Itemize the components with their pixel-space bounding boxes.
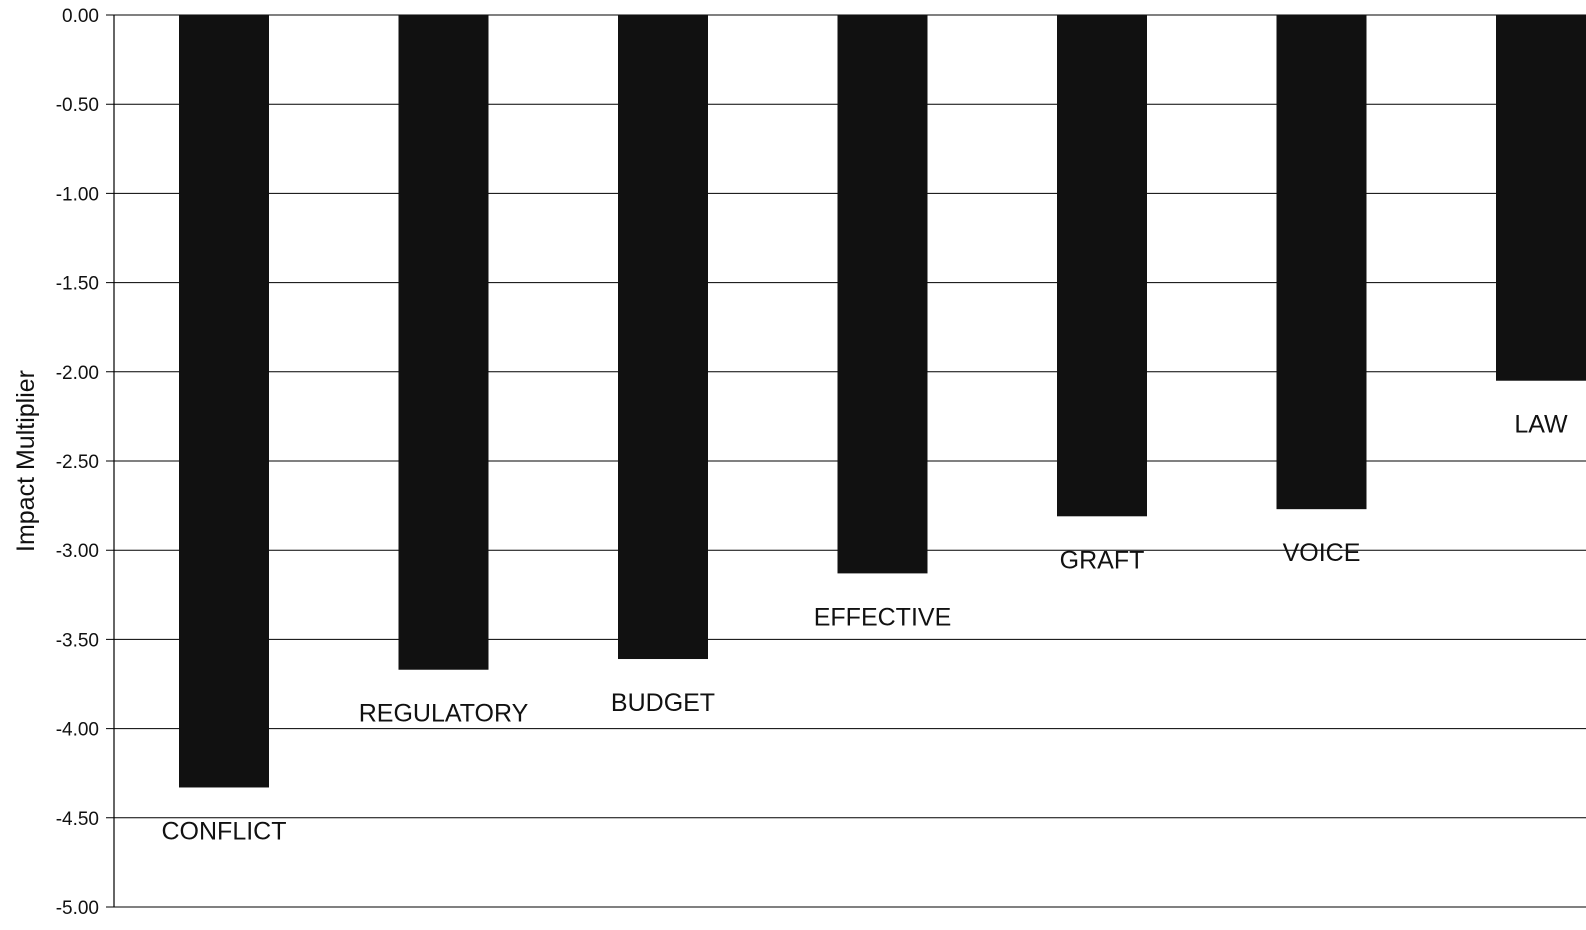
y-tick-label: -4.50	[56, 809, 99, 830]
category-label: LAW	[1514, 411, 1568, 439]
y-tick-label: -2.00	[56, 363, 99, 384]
y-tick-labels: 0.00 -0.50 -1.00 -1.50 -2.00 -2.50 -3.00 -3.50 -…	[56, 6, 99, 919]
category-label: VOICE	[1283, 539, 1361, 567]
y-axis-title: Impact Multiplier	[12, 370, 40, 552]
y-tick-label: -5.00	[56, 898, 99, 919]
bar-voice	[1276, 15, 1367, 510]
category-label: BUDGET	[611, 689, 715, 717]
category-labels: CONFLICT REGULATORY BUDGET EFFECTIVE GRAFT VO…	[162, 411, 1569, 846]
y-tick-label: -2.50	[56, 452, 99, 473]
category-label: REGULATORY	[359, 700, 529, 728]
bars	[179, 15, 1586, 788]
bar-law	[1496, 15, 1586, 381]
bar-effective	[837, 15, 928, 574]
category-label: EFFECTIVE	[814, 603, 952, 631]
y-tick-label: -3.00	[56, 541, 99, 562]
y-tick-label: -1.00	[56, 184, 99, 205]
y-tick-label: -3.50	[56, 630, 99, 651]
category-label: GRAFT	[1060, 546, 1145, 574]
category-label: CONFLICT	[162, 817, 287, 845]
y-tick-label: -1.50	[56, 274, 99, 295]
y-tick-label: -0.50	[56, 95, 99, 116]
bar-graft	[1057, 15, 1147, 517]
y-tick-label: -4.00	[56, 720, 99, 741]
bar-conflict	[179, 15, 269, 788]
y-tick-label: 0.00	[62, 6, 99, 27]
bar-regulatory	[398, 15, 489, 670]
bar-budget	[618, 15, 708, 660]
